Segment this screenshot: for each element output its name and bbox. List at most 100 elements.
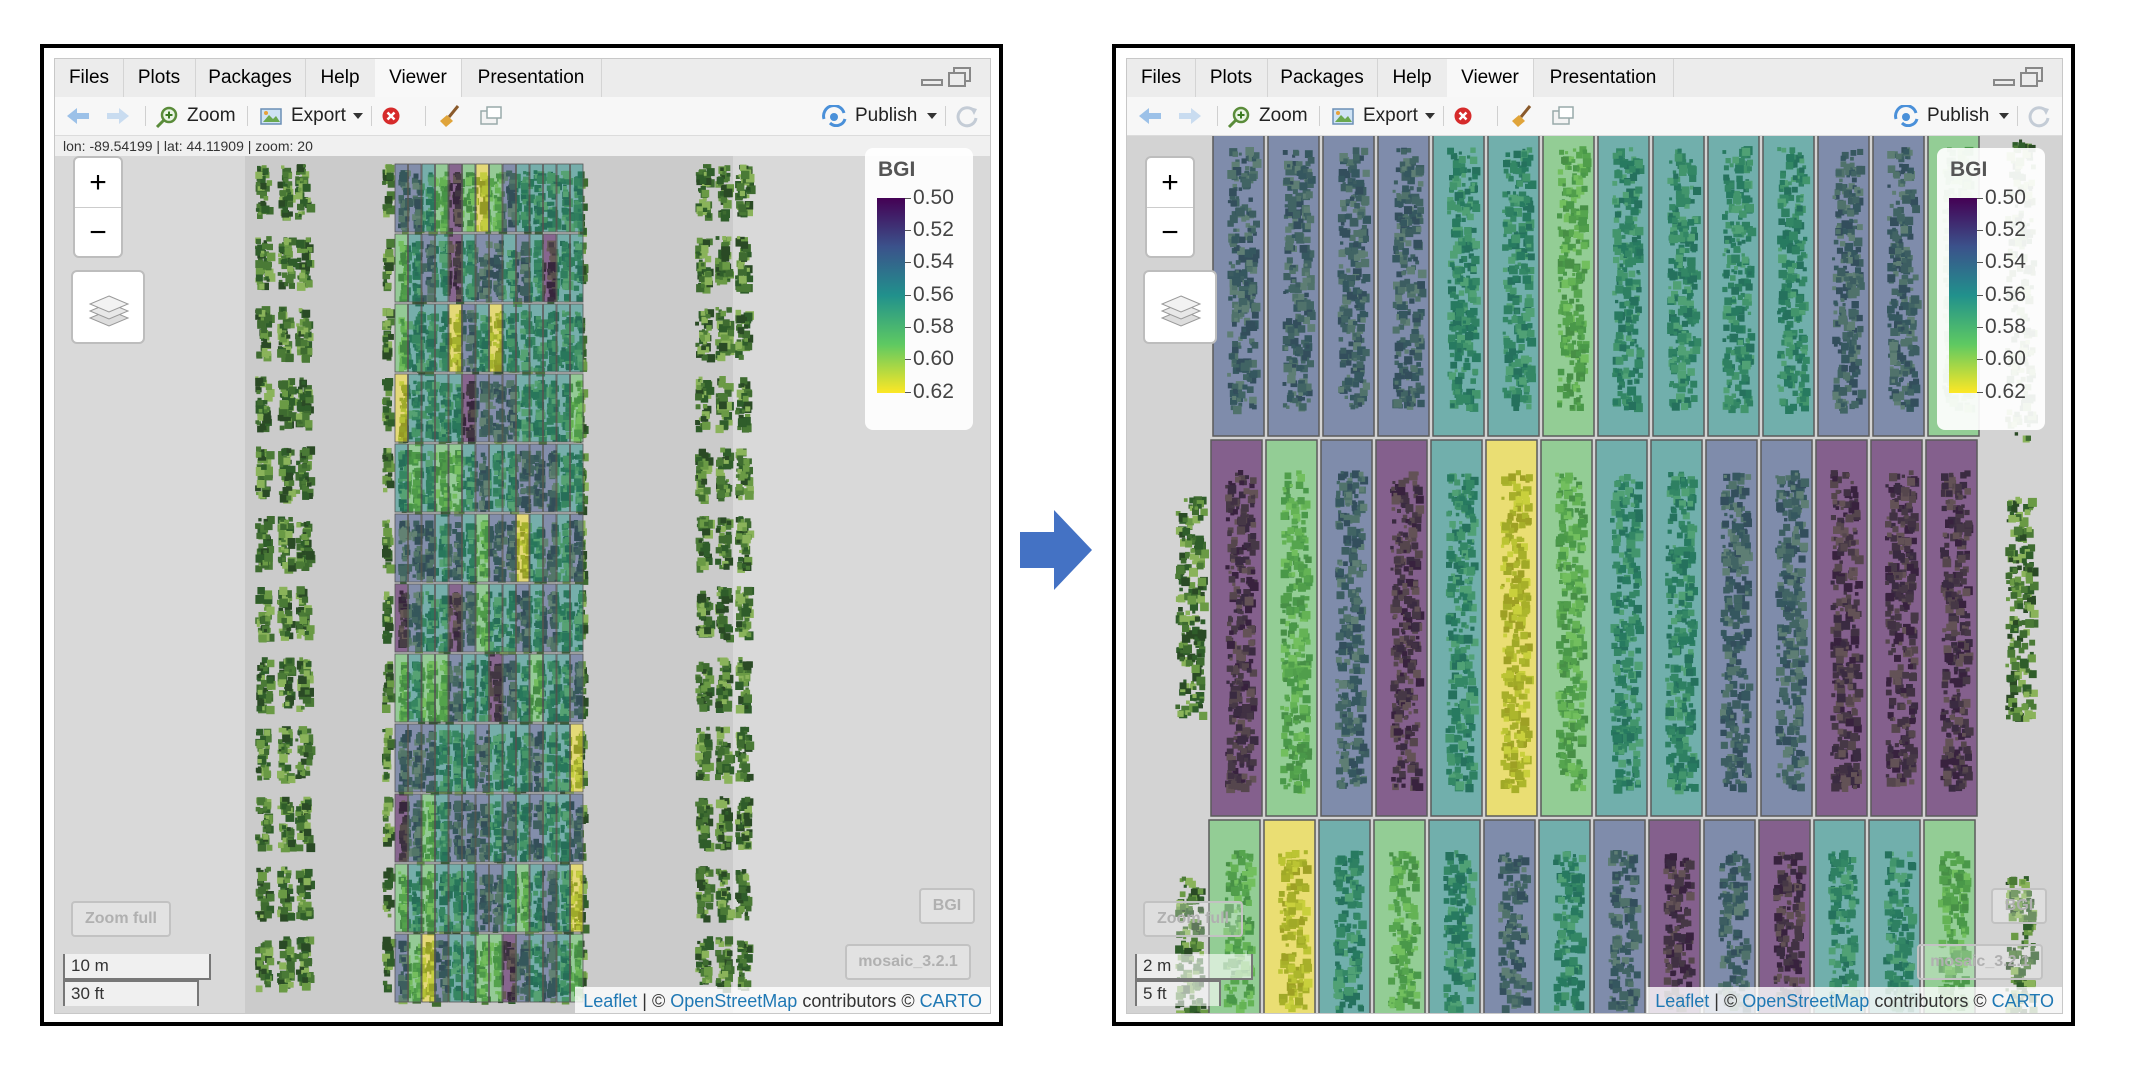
plant-pixel [266, 676, 274, 684]
plant-pixel [738, 556, 743, 562]
plant-pixel [265, 815, 270, 820]
tab-viewer[interactable]: Viewer [375, 59, 462, 97]
plant-pixel [696, 612, 701, 617]
publish-icon[interactable] [821, 105, 849, 127]
zoom-button[interactable]: Zoom [187, 105, 236, 126]
tab-packages[interactable]: Packages [195, 59, 306, 97]
arrow-right-icon[interactable] [105, 106, 131, 126]
plant-pixel [737, 947, 742, 952]
plant-pixel [386, 904, 391, 909]
plant-pixel [737, 266, 747, 276]
plant-pixel [704, 889, 711, 896]
plant-pixel [746, 668, 752, 674]
plant-pixel [744, 882, 750, 888]
plant-pixel [383, 837, 392, 847]
plant-pixel [260, 902, 270, 911]
plant-pixel [280, 554, 286, 560]
plant-pixel [305, 318, 310, 323]
plant-pixel [286, 525, 295, 534]
plant-pixel [258, 518, 262, 522]
arrow-left-icon[interactable] [65, 106, 91, 126]
plant-pixel [701, 411, 710, 420]
plant-pixel [706, 325, 712, 331]
plant-pixel [740, 540, 748, 548]
plant-pixel [255, 260, 264, 268]
plant-pixel [279, 586, 288, 595]
minimize-icon[interactable] [921, 71, 943, 87]
separator [145, 106, 146, 126]
plant-pixel [387, 913, 392, 918]
plant-pixel [726, 419, 733, 426]
plant-pixel [716, 592, 721, 597]
tab-files[interactable]: Files [55, 59, 124, 97]
plant-pixel [742, 330, 751, 339]
plant-pixel [700, 245, 709, 254]
tab-help[interactable]: Help [305, 59, 376, 97]
plant-pixel [296, 543, 304, 551]
chevron-down-icon[interactable] [927, 113, 937, 121]
plant-pixel [385, 461, 392, 468]
popout-window-icon[interactable] [479, 105, 503, 127]
plant-pixel [382, 837, 388, 842]
tab-plots[interactable]: Plots [123, 59, 196, 97]
plant-pixel [297, 349, 303, 356]
plant-pixel [724, 389, 732, 397]
plant-pixel [702, 817, 708, 823]
broom-icon[interactable] [437, 103, 463, 129]
plant-pixel [295, 489, 301, 494]
plant-pixel [701, 895, 707, 901]
magnifier-plus-icon[interactable] [155, 105, 179, 129]
plant-pixel [722, 681, 727, 687]
plant-pixel [720, 167, 724, 171]
plant-pixel [718, 309, 722, 313]
maximize-icon[interactable] [948, 67, 972, 87]
plant-pixel [280, 307, 285, 312]
plant-pixel [719, 801, 728, 809]
plant-pixel [703, 799, 709, 805]
tab-presentation[interactable]: Presentation [461, 59, 602, 97]
plant-pixel [700, 395, 709, 403]
plant-pixel [702, 881, 706, 885]
plant-pixel [744, 873, 749, 877]
plant-pixel [739, 659, 743, 664]
publish-button[interactable]: Publish [855, 105, 918, 126]
plant-pixel [285, 261, 292, 268]
map-viewer[interactable]: lon: -89.54199 | lat: 44.11909 | zoom: 2… [55, 136, 990, 1013]
plant-pixel [281, 595, 286, 600]
plant-pixel [298, 902, 307, 911]
plant-pixel [260, 975, 266, 981]
plant-pixel [703, 341, 707, 345]
export-image-icon[interactable] [259, 106, 283, 126]
plant-pixel [741, 488, 748, 495]
plant-pixel [715, 702, 721, 708]
plant-pixel [303, 878, 311, 886]
plant-pixel [300, 899, 306, 905]
export-button[interactable]: Export [291, 105, 346, 126]
plant-pixel [387, 827, 394, 835]
plant-pixel [281, 915, 287, 922]
plant-pixel [737, 400, 744, 407]
plant-pixel [287, 265, 293, 272]
clear-x-icon[interactable] [381, 106, 401, 126]
plant-pixel [297, 763, 305, 771]
refresh-icon[interactable] [955, 105, 979, 129]
plant-pixel [287, 748, 292, 754]
plant-pixel [300, 746, 304, 750]
chevron-down-icon[interactable] [353, 113, 363, 121]
plant-pixel [263, 521, 273, 531]
plant-pixel [297, 553, 303, 559]
plant-pixel [741, 409, 745, 413]
plant-pixel [304, 523, 313, 532]
plant-pixel [257, 843, 267, 852]
plant-pixel [716, 731, 725, 739]
plant-pixel [384, 320, 391, 327]
plant-pixel [257, 411, 263, 417]
plant-pixel [278, 491, 283, 495]
plant-pixel [300, 758, 307, 765]
plant-pixel [300, 969, 307, 976]
plant-pixel [277, 610, 284, 618]
plant-pixel [262, 449, 267, 454]
plant-pixel [741, 563, 746, 568]
plant-pixel [284, 610, 293, 619]
plant-pixel [740, 449, 747, 456]
